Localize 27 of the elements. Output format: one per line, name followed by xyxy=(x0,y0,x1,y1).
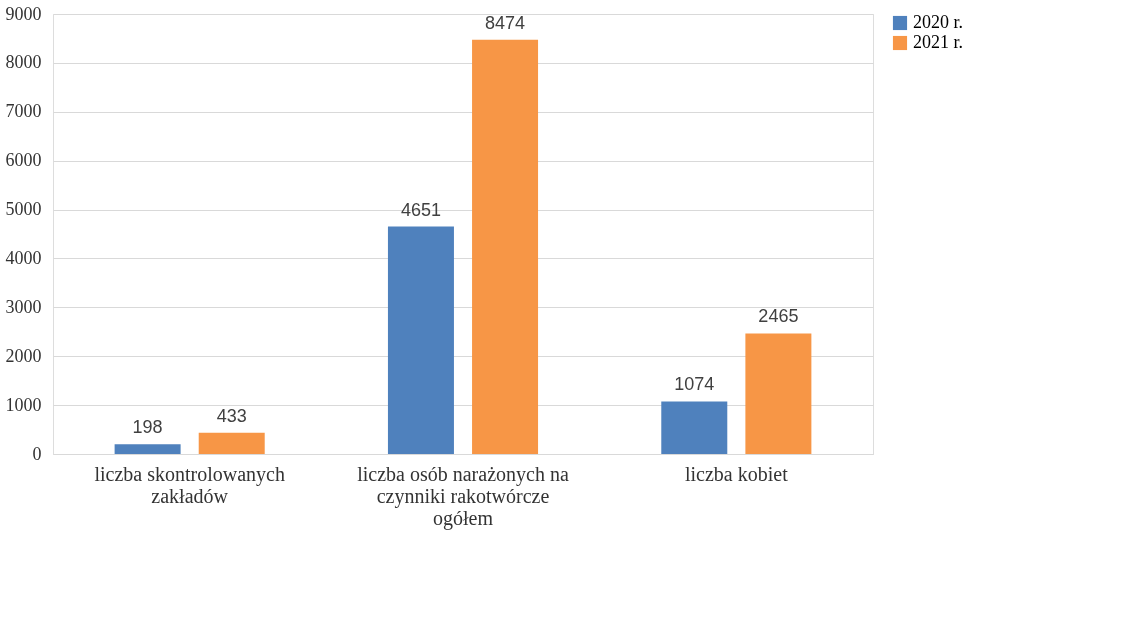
data-label: 198 xyxy=(132,417,163,438)
data-label: 4651 xyxy=(400,199,441,220)
y-tick-label: 0 xyxy=(32,443,42,464)
x-tick-label: liczba osób narażonych na czynniki rakotwórcze ogółem xyxy=(357,462,569,530)
data-label: 1074 xyxy=(674,374,715,395)
bar xyxy=(114,444,181,454)
y-tick-label: 6000 xyxy=(5,150,42,171)
data-label: 433 xyxy=(216,405,247,426)
y-tick-label: 4000 xyxy=(5,247,42,268)
bar xyxy=(198,432,265,454)
data-label: 2465 xyxy=(758,306,799,327)
y-tick-label: 3000 xyxy=(5,296,42,317)
bar xyxy=(745,333,812,454)
y-tick-label: 1000 xyxy=(5,394,42,415)
x-tick-label: liczba kobiet xyxy=(684,462,789,485)
y-tick-label: 5000 xyxy=(5,199,42,220)
x-tick-label: liczba skontrolowanych zakładów xyxy=(94,462,285,507)
data-label: 8474 xyxy=(485,12,526,33)
bar xyxy=(661,401,728,454)
bar xyxy=(472,39,539,454)
legend-label: 2020 r. xyxy=(913,12,964,32)
bar xyxy=(387,226,454,454)
y-tick-label: 8000 xyxy=(5,52,42,73)
y-tick-label: 2000 xyxy=(5,345,42,366)
legend-label: 2021 r. xyxy=(913,32,964,52)
y-tick-label: 7000 xyxy=(5,101,42,122)
y-tick-label: 9000 xyxy=(5,3,42,24)
